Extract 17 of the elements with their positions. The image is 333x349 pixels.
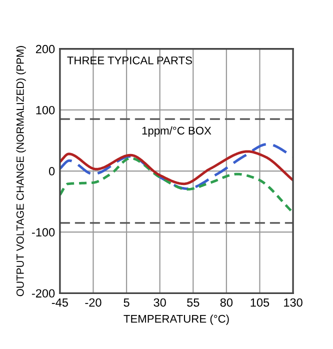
x-tick-label: 55 xyxy=(187,298,200,307)
y-tick-label: 100 xyxy=(36,106,55,114)
annotation: THREE TYPICAL PARTS xyxy=(67,56,192,64)
x-tick-label: 5 xyxy=(124,298,130,307)
y-tick-label: -100 xyxy=(32,228,55,236)
y-tick-label: 200 xyxy=(36,44,55,54)
x-tick-label: 30 xyxy=(154,298,166,307)
x-tick-label: 80 xyxy=(220,298,233,307)
y-axis-title: OUTPUT VOLTAGE CHANGE (NORMALIZED) (PPM) xyxy=(16,46,26,296)
y-tick-label: -200 xyxy=(32,289,55,298)
y-tick-label: 0 xyxy=(48,167,55,176)
x-tick-label: -20 xyxy=(85,298,102,307)
ref-line-label: 1ppm/°C BOX xyxy=(142,126,212,137)
x-axis-title: TEMPERATURE (°C) xyxy=(124,314,229,325)
x-tick-label: 105 xyxy=(250,298,270,307)
x-tick-label: 130 xyxy=(284,298,302,307)
x-tick-label: -45 xyxy=(52,298,68,307)
